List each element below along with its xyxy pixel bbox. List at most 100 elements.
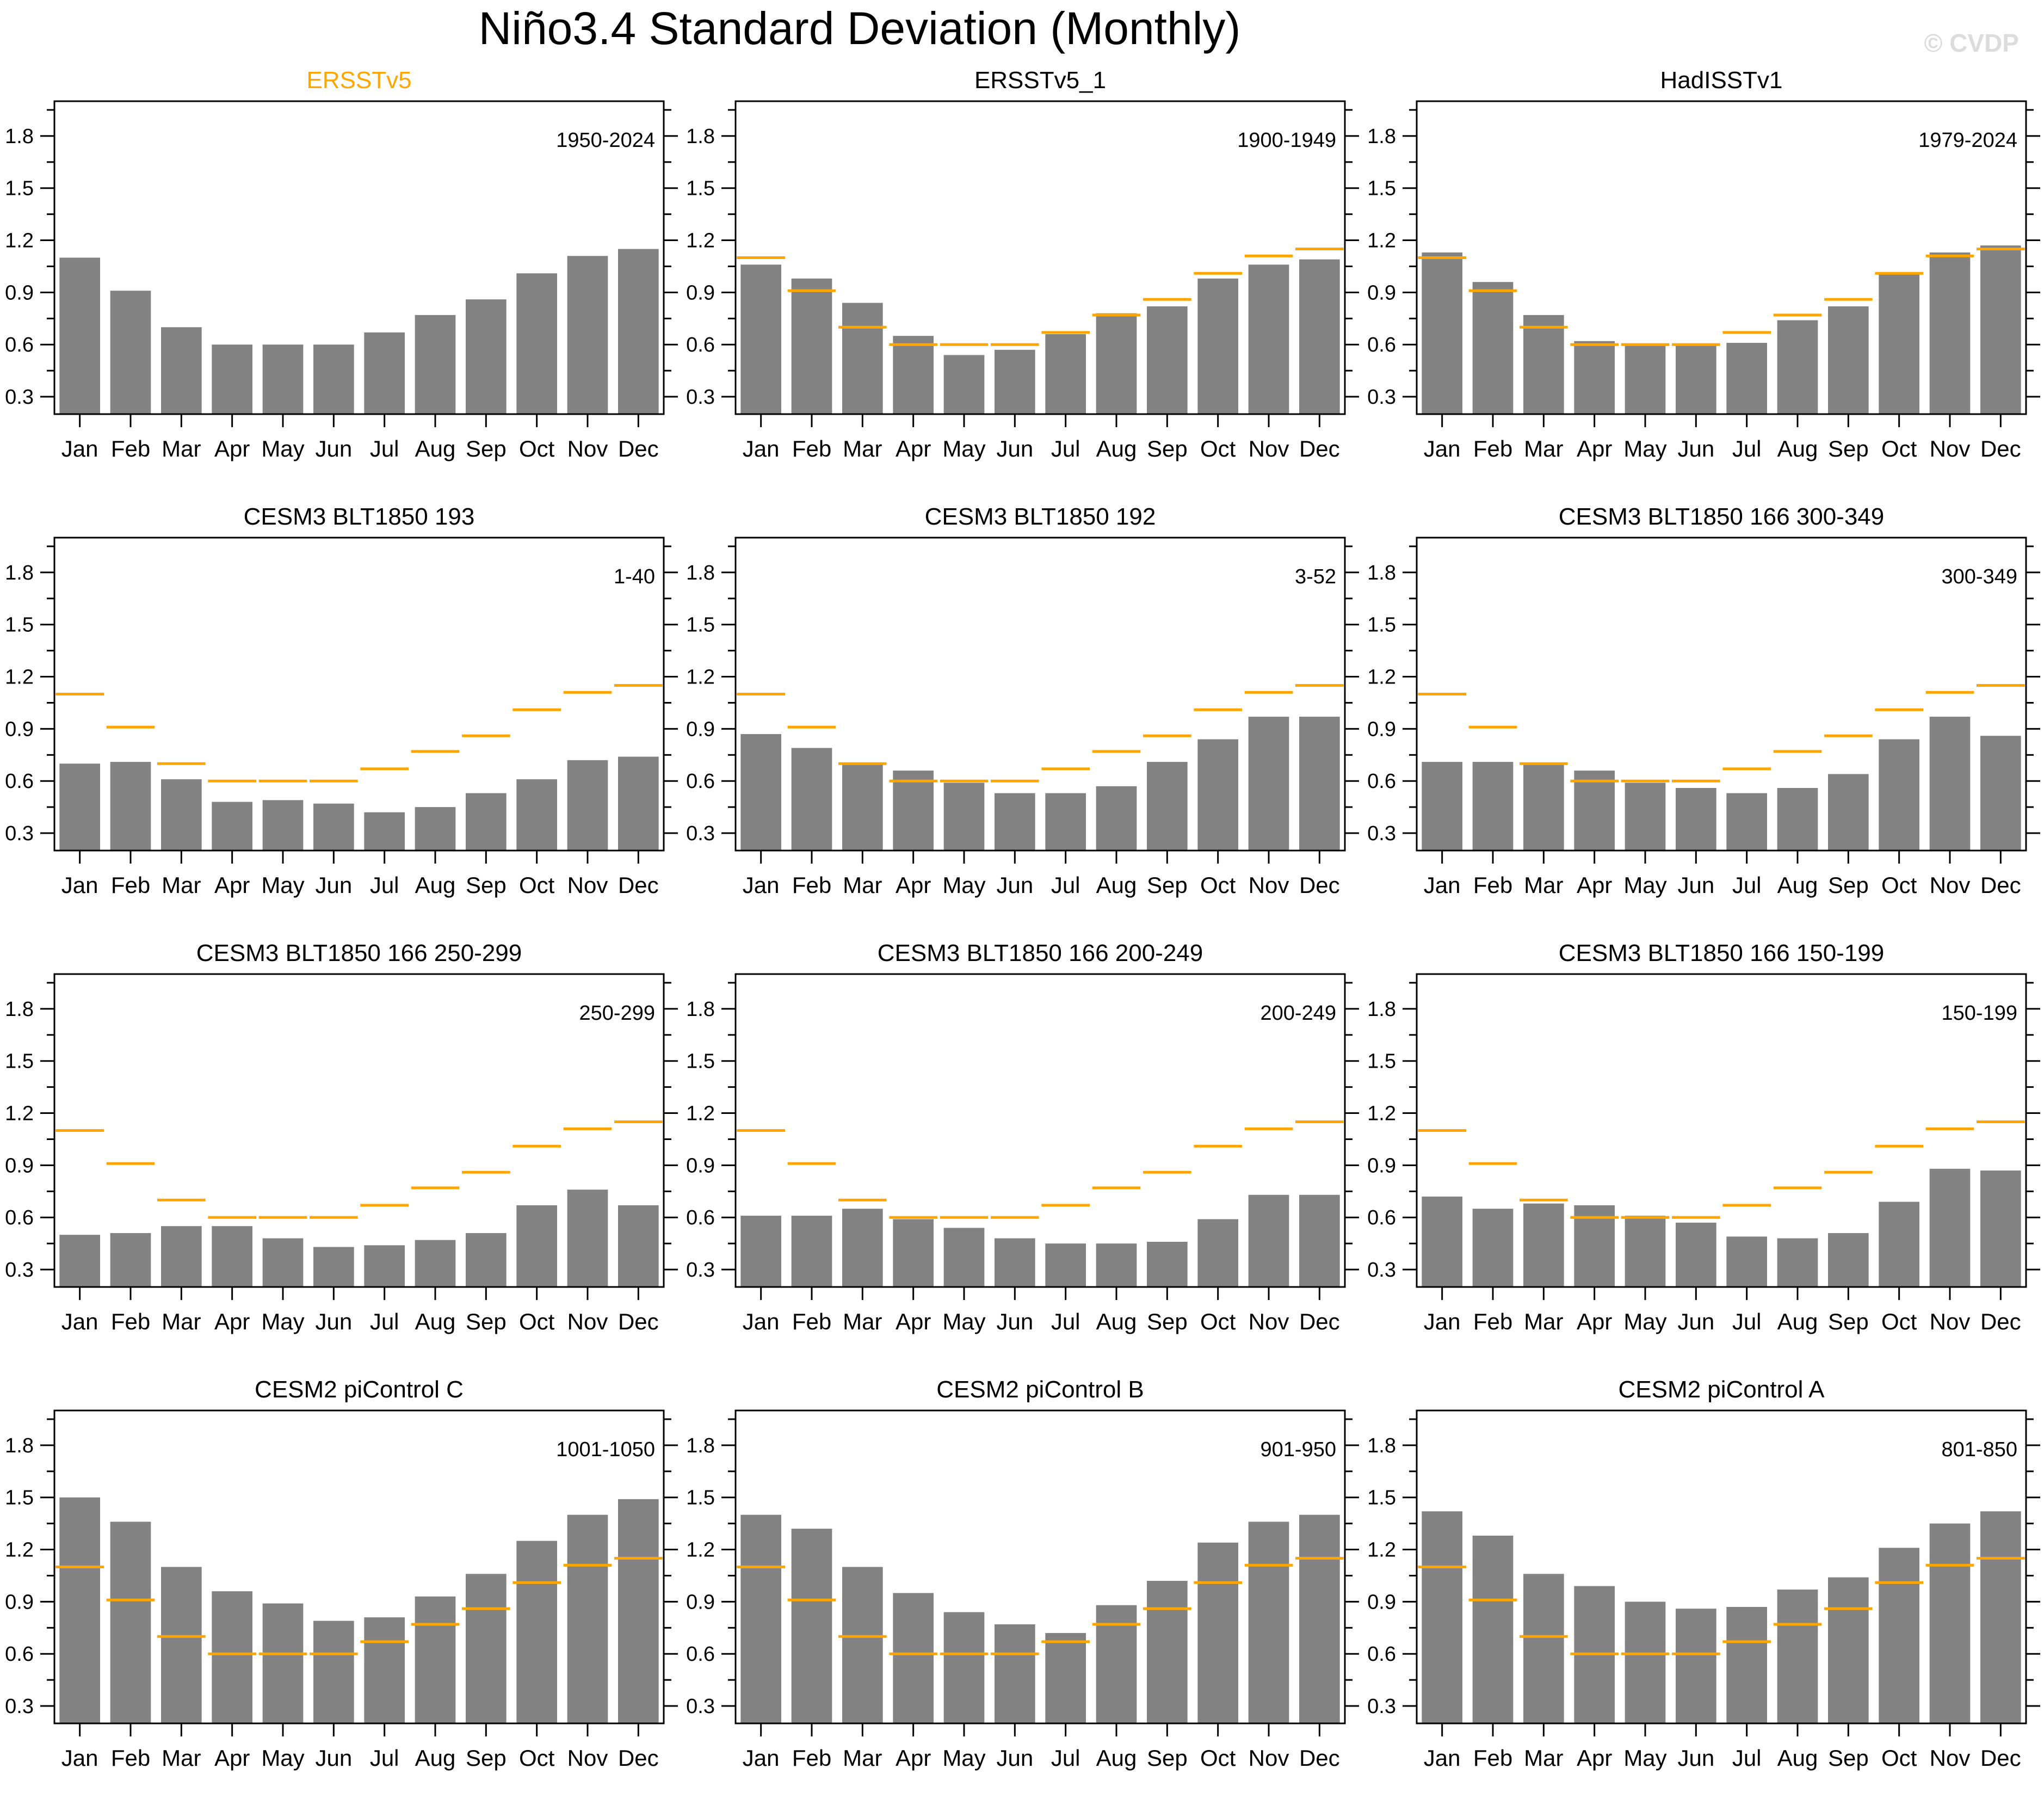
month-label: Jul <box>1051 1745 1080 1771</box>
bar-Jan <box>1422 1511 1462 1723</box>
y-tick-label: 1.2 <box>1367 230 1396 252</box>
y-tick-label: 1.8 <box>1367 1434 1396 1457</box>
reference-line-Jun <box>310 1652 358 1655</box>
period-label: 150-199 <box>1942 1002 2017 1025</box>
month-label: Dec <box>1299 1309 1340 1334</box>
reference-line-Jul <box>1722 1204 1771 1207</box>
chart-title: CESM2 piControl B <box>936 1376 1144 1403</box>
chart-plot: 0.3 0.6 0.9 1.2 1.5 1.8 Jan Feb Mar Apr May Jun Jul A… <box>1367 1409 2040 1771</box>
month-label: Sep <box>466 436 507 461</box>
reference-line-Nov <box>563 1563 612 1567</box>
bar-Jul <box>364 332 405 414</box>
y-tick-label: 0.9 <box>5 1154 34 1177</box>
month-label: Aug <box>1096 872 1137 898</box>
y-tick-label: 1.2 <box>1367 1539 1396 1562</box>
bar-Mar <box>1523 763 1564 851</box>
reference-line-Sep <box>1143 298 1191 301</box>
month-label: Jan <box>61 1745 98 1771</box>
y-tick-label: 0.9 <box>686 1591 715 1613</box>
y-tick-label: 0.3 <box>1367 386 1396 409</box>
reference-line-May <box>940 779 989 783</box>
bar-May <box>1625 783 1666 851</box>
chart-panel-2: ERSSTv5_1 0.3 0.6 0.9 1.2 1.5 1.8 Jan Feb Mar Apr… <box>681 65 1362 502</box>
reference-line-Mar <box>838 762 887 765</box>
y-tick-label: 0.6 <box>686 334 715 356</box>
month-label: Nov <box>1249 1309 1289 1334</box>
period-label: 1979-2024 <box>1918 129 2017 152</box>
bar-Nov <box>1248 264 1289 414</box>
bar-Jan <box>740 734 781 851</box>
bar-Mar <box>161 779 202 851</box>
reference-line-Nov <box>1925 254 1974 257</box>
bar-Apr <box>212 344 252 414</box>
bar-Mar <box>842 303 883 414</box>
y-tick-label: 0.6 <box>686 770 715 793</box>
reference-line-Oct <box>1194 272 1242 275</box>
month-label: Jul <box>370 436 399 461</box>
month-label: May <box>261 872 304 898</box>
bar-Oct <box>516 1541 557 1723</box>
reference-line-Jan <box>737 1566 785 1568</box>
y-tick-label: 1.5 <box>5 1487 34 1510</box>
y-tick-label: 1.2 <box>1367 1102 1396 1125</box>
month-label: Mar <box>843 1309 882 1334</box>
reference-line-Aug <box>1773 313 1822 317</box>
y-tick-label: 1.2 <box>686 1102 715 1125</box>
bar-Oct <box>516 1205 557 1287</box>
reference-line-May <box>940 343 989 346</box>
bar-Apr <box>1574 341 1615 414</box>
reference-line-Oct <box>1875 1581 1923 1584</box>
bar-Sep <box>1147 306 1188 414</box>
bar-Nov <box>1929 717 1971 851</box>
month-label: Jun <box>315 1309 352 1334</box>
reference-line-Dec <box>1977 1120 2025 1124</box>
plot-border <box>734 973 1346 1288</box>
y-tick-label: 1.2 <box>5 230 34 252</box>
month-label: Oct <box>1881 1309 1917 1334</box>
month-label: Jan <box>61 1309 98 1334</box>
month-label: Apr <box>896 872 931 898</box>
chart-panel-12: CESM2 piControl A 0.3 0.6 0.9 1.2 1.5 1.8 Jan F… <box>1362 1375 2043 1811</box>
bar-Dec <box>618 756 659 851</box>
bar-Jan <box>740 264 781 414</box>
y-tick-label: 0.9 <box>5 1591 34 1613</box>
month-label: Mar <box>1524 1745 1563 1771</box>
month-label: May <box>1623 1745 1666 1771</box>
bar-Dec <box>1299 1194 1340 1287</box>
month-label: Apr <box>214 1309 250 1334</box>
reference-line-Nov <box>1925 1127 1974 1130</box>
bar-Apr <box>212 1226 252 1287</box>
month-label: Jan <box>1424 1309 1461 1334</box>
chart-title: ERSSTv5_1 <box>974 67 1107 94</box>
y-tick-label: 1.8 <box>1367 562 1396 584</box>
reference-line-Oct <box>512 708 561 711</box>
reference-line-Nov <box>1244 254 1293 257</box>
chart-plot: 0.3 0.6 0.9 1.2 1.5 1.8 Jan Feb Mar Apr May Jun Jul A… <box>5 1409 678 1771</box>
bar-Nov <box>1248 1522 1289 1723</box>
y-tick-label: 1.2 <box>686 230 715 252</box>
bar-Mar <box>161 327 202 414</box>
month-label: Apr <box>1577 436 1612 461</box>
bar-Jun <box>313 344 354 414</box>
bar-Nov <box>567 1190 608 1287</box>
reference-line-Aug <box>1773 1186 1822 1190</box>
chart-panel-6: CESM3 BLT1850 166 300-349 0.3 0.6 0.9 1.2 1.… <box>1362 502 2043 938</box>
month-label: Aug <box>415 1309 456 1334</box>
reference-line-Jul <box>1041 1204 1090 1207</box>
bar-Feb <box>1472 1209 1514 1287</box>
month-label: Jun <box>1677 1309 1714 1334</box>
bar-Oct <box>1879 273 1919 414</box>
reference-line-Sep <box>1143 1171 1191 1174</box>
month-label: Oct <box>519 1745 555 1771</box>
bar-Jul <box>1045 334 1086 414</box>
month-label: Nov <box>567 436 608 461</box>
reference-line-Jul <box>1041 1640 1090 1643</box>
period-label: 3-52 <box>1295 565 1336 588</box>
bar-Feb <box>1472 282 1514 414</box>
reference-line-Sep <box>1824 298 1873 301</box>
reference-line-Jan <box>55 693 104 695</box>
reference-line-Apr <box>889 779 937 783</box>
month-label: Jun <box>315 872 352 898</box>
bar-Nov <box>1248 1194 1289 1287</box>
month-label: Oct <box>1200 436 1236 461</box>
